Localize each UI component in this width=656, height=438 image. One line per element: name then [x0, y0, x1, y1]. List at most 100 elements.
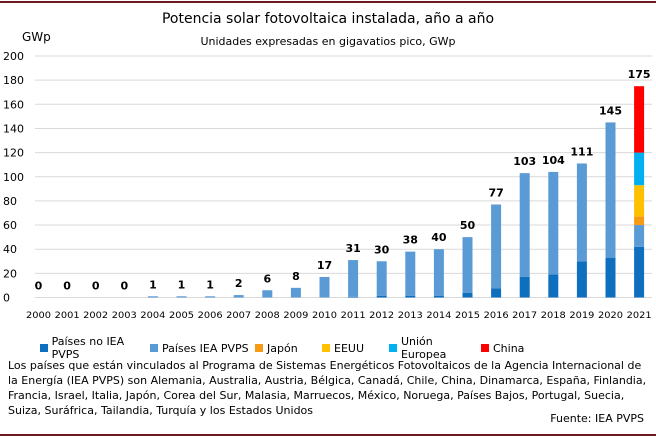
y-tick-label: 100 — [3, 171, 24, 184]
bar-segment — [376, 261, 387, 296]
bottom-border — [0, 434, 656, 436]
bar-segment — [405, 295, 416, 298]
data-label: 38 — [403, 234, 418, 247]
bar-segment — [491, 204, 502, 289]
footnote: Los países que están vinculados al Progr… — [8, 359, 647, 417]
bar-segment — [462, 237, 473, 293]
data-label: 0 — [35, 280, 43, 293]
bar-segment — [262, 290, 273, 298]
bar-segment — [376, 295, 387, 298]
bar-segment — [519, 276, 530, 298]
bar-segment — [634, 86, 645, 153]
bar-segment — [176, 296, 187, 298]
legend-label: Países no IEA PVPS — [51, 335, 125, 361]
x-tick-label: 2004 — [140, 311, 165, 321]
bar-segment — [634, 246, 645, 298]
data-label: 111 — [570, 145, 593, 158]
x-tick-label: 2006 — [198, 311, 223, 321]
legend-swatch — [150, 344, 158, 352]
data-label: 77 — [488, 187, 503, 200]
bar-segment — [491, 288, 502, 298]
legend-item: EEUU — [322, 335, 389, 361]
bar-segment — [233, 295, 244, 298]
data-label: 1 — [149, 278, 157, 291]
bar-segment — [634, 216, 645, 226]
bar-segment — [433, 295, 444, 298]
x-tick-label: 2008 — [255, 311, 280, 321]
bar-segment — [405, 251, 416, 296]
legend-swatch — [40, 344, 48, 352]
data-label: 0 — [92, 280, 100, 293]
legend-item: Países no IEA PVPS — [40, 335, 150, 361]
y-tick-label: 40 — [3, 243, 17, 256]
x-tick-label: 2013 — [398, 311, 423, 321]
data-label: 8 — [292, 270, 300, 283]
data-label: 1 — [178, 278, 186, 291]
data-label: 30 — [374, 243, 390, 256]
legend-label: China — [493, 341, 525, 355]
x-tick-label: 2002 — [83, 311, 108, 321]
y-tick-label: 120 — [3, 147, 24, 160]
bar-segment — [605, 122, 616, 258]
x-tick-label: 2016 — [484, 311, 509, 321]
bar-segment — [348, 296, 359, 298]
y-tick-label: 0 — [3, 292, 10, 305]
bar-segment — [548, 171, 559, 275]
data-label: 104 — [542, 154, 565, 167]
x-tick-label: 2021 — [627, 311, 652, 321]
data-label: 103 — [513, 155, 536, 168]
data-label: 2 — [235, 277, 243, 290]
legend-item: Unión Europea — [389, 335, 481, 361]
legend-label: Unión Europea — [400, 335, 447, 361]
x-tick-label: 2019 — [569, 311, 594, 321]
x-tick-label: 2015 — [455, 311, 480, 321]
legend-label: Países IEA PVPS — [162, 341, 249, 355]
legend-swatch — [322, 344, 330, 352]
bar-segment — [147, 296, 158, 298]
x-tick-label: 2005 — [169, 311, 194, 321]
legend-swatch — [389, 344, 397, 352]
x-tick-label: 2018 — [541, 311, 566, 321]
x-tick-label: 2003 — [112, 311, 137, 321]
data-label: 175 — [628, 68, 651, 81]
bar-segment — [348, 260, 359, 297]
x-tick-label: 2001 — [55, 311, 80, 321]
data-label: 40 — [431, 231, 447, 244]
bar-segment — [462, 292, 473, 298]
bar-segment — [290, 287, 301, 298]
legend-swatch — [255, 344, 263, 352]
bar-segment — [319, 276, 330, 298]
chart-title: Potencia solar fotovoltaica instalada, a… — [161, 11, 495, 27]
bar-segment — [605, 257, 616, 298]
x-tick-label: 2007 — [226, 311, 251, 321]
data-label: 0 — [63, 280, 71, 293]
data-label: 6 — [263, 272, 271, 285]
data-label: 145 — [599, 104, 622, 117]
source-note: Fuente: IEA PVPS — [550, 412, 644, 425]
y-tick-label: 140 — [3, 122, 24, 135]
data-label: 0 — [120, 280, 128, 293]
data-label: 31 — [345, 242, 360, 255]
y-axis-label: GWp — [22, 30, 51, 44]
bar-chart: 0204060801001201401601802000200002001020… — [3, 50, 652, 321]
x-tick-label: 2017 — [512, 311, 537, 321]
bar-segment — [519, 173, 530, 277]
x-tick-label: 2009 — [283, 311, 308, 321]
y-tick-label: 20 — [3, 267, 17, 280]
legend-swatch — [481, 344, 489, 352]
bar-segment — [548, 274, 559, 298]
bar-segment — [576, 163, 587, 262]
legend-item: Japón — [255, 335, 322, 361]
x-tick-label: 2012 — [369, 311, 394, 321]
x-tick-label: 2000 — [26, 311, 51, 321]
x-tick-label: 2010 — [312, 311, 337, 321]
bar-segment — [634, 152, 645, 186]
bar-segment — [433, 249, 444, 296]
y-tick-label: 200 — [3, 50, 24, 63]
y-tick-label: 80 — [3, 195, 17, 208]
bar-segment — [634, 185, 645, 217]
legend-item: China — [481, 335, 541, 361]
legend-label: EEUU — [334, 341, 365, 355]
legend-label: Japón — [267, 341, 298, 355]
bar-segment — [634, 225, 645, 247]
